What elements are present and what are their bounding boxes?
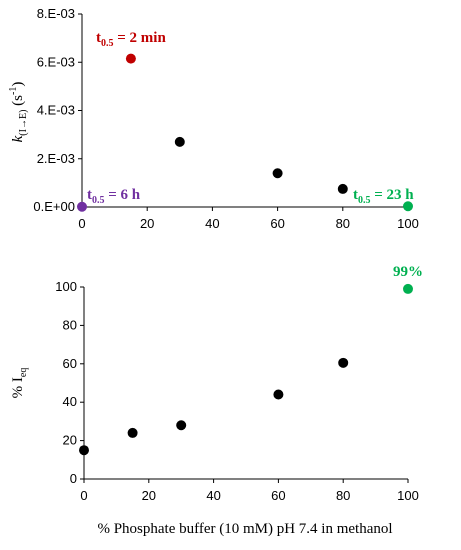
bot-x-tick-label: 40 bbox=[206, 488, 220, 503]
annotation-2-min: t0.5 = 2 min bbox=[96, 30, 166, 49]
top-data-point bbox=[337, 183, 348, 194]
annotation-99-percent: 99% bbox=[393, 264, 423, 280]
bottom-y-ticks: 0 20 40 60 80 100 bbox=[55, 279, 84, 486]
bot-x-tick-label: 20 bbox=[142, 488, 156, 503]
top-x-ticks: 0 20 40 60 80 100 bbox=[78, 207, 419, 231]
bot-data-point bbox=[403, 283, 413, 294]
bot-y-tick-label: 80 bbox=[63, 317, 77, 332]
bot-x-tick-label: 60 bbox=[271, 488, 285, 503]
top-y-tick-label: 2.E-03 bbox=[37, 151, 75, 166]
bottom-y-axis-label: % Ieq bbox=[10, 368, 29, 399]
top-y-tick-label: 0.E+00 bbox=[33, 199, 75, 214]
top-data-point bbox=[125, 53, 136, 64]
bottom-data-points bbox=[79, 283, 413, 456]
bot-x-tick-label: 100 bbox=[397, 488, 419, 503]
top-x-tick-label: 20 bbox=[140, 216, 154, 231]
bot-data-point bbox=[338, 357, 349, 368]
annotation-23-h: t0.5 = 23 h bbox=[353, 187, 414, 206]
bot-data-point bbox=[176, 420, 187, 431]
top-data-point bbox=[272, 168, 283, 179]
top-y-tick-label: 8.E-03 bbox=[37, 6, 75, 21]
top-y-tick-label: 4.E-03 bbox=[37, 103, 75, 118]
bot-data-point bbox=[79, 445, 89, 456]
top-x-tick-label: 0 bbox=[78, 216, 85, 231]
x-axis-label: % Phosphate buffer (10 mM) pH 7.4 in met… bbox=[97, 521, 392, 537]
bot-data-point bbox=[273, 389, 284, 400]
bot-y-tick-label: 100 bbox=[55, 279, 77, 294]
bot-y-tick-label: 60 bbox=[63, 356, 77, 371]
top-y-tick-label: 6.E-03 bbox=[37, 54, 75, 69]
top-x-tick-label: 60 bbox=[270, 216, 284, 231]
bottom-x-ticks: 0 20 40 60 80 100 bbox=[80, 479, 419, 503]
top-data-point bbox=[77, 201, 87, 212]
bot-y-tick-label: 40 bbox=[63, 394, 77, 409]
annotation-6-h: t0.5 = 6 h bbox=[87, 187, 141, 206]
bot-data-point bbox=[127, 427, 138, 438]
top-x-tick-label: 80 bbox=[336, 216, 350, 231]
bot-y-tick-label: 20 bbox=[63, 433, 77, 448]
bot-x-tick-label: 0 bbox=[80, 488, 87, 503]
bot-x-tick-label: 80 bbox=[336, 488, 350, 503]
top-y-ticks: 0.E+00 2.E-03 4.E-03 6.E-03 8.E-03 bbox=[33, 6, 82, 214]
bot-y-tick-label: 0 bbox=[70, 471, 77, 486]
top-x-tick-label: 40 bbox=[205, 216, 219, 231]
top-data-points bbox=[77, 53, 413, 212]
top-data-point bbox=[174, 136, 185, 147]
top-y-axis-label: k(I→E) (s-1) bbox=[8, 82, 29, 143]
top-x-tick-label: 100 bbox=[397, 216, 419, 231]
top-data-point bbox=[403, 201, 413, 212]
